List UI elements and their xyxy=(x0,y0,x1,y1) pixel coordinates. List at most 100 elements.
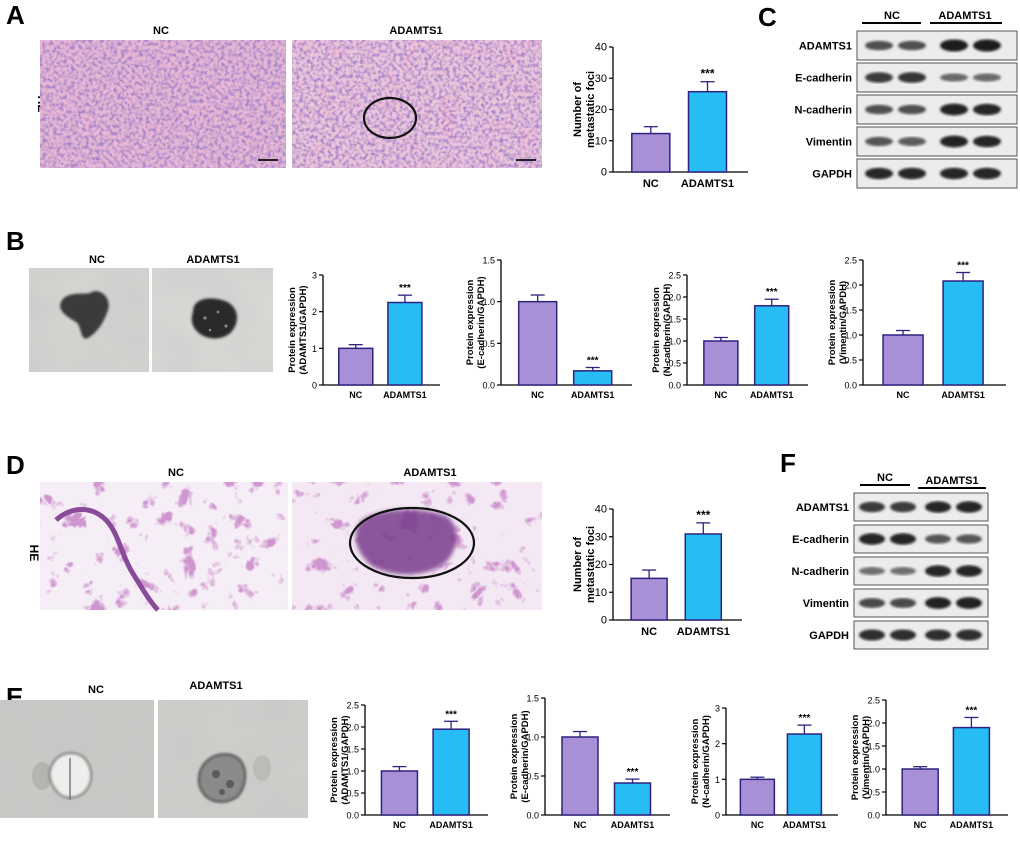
panel-a-image-label-adamts1: ADAMTS1 xyxy=(389,25,442,37)
x-tick-label: ADAMTS1 xyxy=(611,820,655,830)
y-tick-label: 10 xyxy=(595,135,607,147)
panel-d-image-nc xyxy=(40,482,288,612)
bar-adamts1 xyxy=(942,280,984,386)
chart-e-ecad: 0.0 0.5 1.0 1.5 Protein expression(E-cadheri… xyxy=(509,694,670,830)
bar-adamts1 xyxy=(952,726,991,816)
bar-nc xyxy=(561,736,599,816)
y-tick-label: 40 xyxy=(595,42,607,54)
y-tick-label: 1.5 xyxy=(668,315,681,325)
y-tick-label: 3 xyxy=(312,271,317,281)
y-tick-label: 2.5 xyxy=(346,701,359,711)
y-axis-label: Protein expression(E-cadherin/GAPDH) xyxy=(465,276,487,368)
blot-band xyxy=(973,39,1001,52)
panel-d-image-adamts1 xyxy=(292,482,542,610)
blot-band xyxy=(925,534,951,544)
y-tick-label: 1.0 xyxy=(482,297,495,307)
panel-c-group-label-adamts1: ADAMTS1 xyxy=(938,10,991,22)
significance-label: *** xyxy=(399,283,411,294)
x-tick-label: ADAMTS1 xyxy=(783,820,827,830)
blot-label: Vimentin xyxy=(806,137,853,149)
panel-e-photo-adamts1 xyxy=(158,700,308,818)
y-tick-label: 0.0 xyxy=(346,811,359,821)
x-tick-label: NC xyxy=(643,178,659,190)
panel-letter-a: A xyxy=(6,0,25,30)
chart-a-foci: 0 10 20 30 40 Number ofmetastatic foci NC ADAMT… xyxy=(572,42,748,190)
y-tick-label: 40 xyxy=(595,504,607,516)
y-tick-label: 0.0 xyxy=(867,811,880,821)
y-tick-label: 0.5 xyxy=(844,356,857,366)
y-tick-label: 2 xyxy=(312,307,317,317)
y-tick-label: 2.0 xyxy=(844,281,857,291)
x-tick-label: ADAMTS1 xyxy=(677,626,730,638)
blot-label: Vimentin xyxy=(803,598,850,610)
bar-nc xyxy=(739,778,776,816)
panel-a-image-nc xyxy=(40,40,286,168)
panel-e-photos: NC ADAMTS1 xyxy=(0,680,308,818)
y-axis-label: Protein expression(E-cadherin/GAPDH) xyxy=(509,710,531,802)
panel-a-histology: NC ADAMTS1 HE xyxy=(35,25,542,168)
blot-band xyxy=(865,104,893,115)
panel-e-photo-label-nc: NC xyxy=(88,684,104,696)
x-tick-label: NC xyxy=(641,626,657,638)
chart-d-foci: 0 10 20 30 40 Number ofmetastatic foci NC ADAMT… xyxy=(572,504,742,638)
blot-row-vimentin: Vimentin xyxy=(803,588,989,618)
bar-adamts1 xyxy=(572,370,613,386)
panel-c-western-blot: NC ADAMTS1 ADAMTS1 E-cadherin N-cadherin Vi… xyxy=(795,10,1018,189)
significance-label: *** xyxy=(445,709,457,720)
x-tick-label: NC xyxy=(574,820,587,830)
y-tick-label: 3 xyxy=(715,704,720,714)
y-tick-label: 1.5 xyxy=(346,745,359,755)
blot-band xyxy=(859,533,885,545)
blot-row-e-cadherin: E-cadherin xyxy=(795,62,1018,93)
blot-band xyxy=(956,501,982,513)
bar-adamts1 xyxy=(432,728,470,816)
blot-label: ADAMTS1 xyxy=(799,41,852,53)
y-tick-label: 1.5 xyxy=(482,256,495,266)
significance-label: *** xyxy=(799,713,811,724)
panel-b-photos: NC ADAMTS1 xyxy=(29,254,273,372)
y-tick-label: 1.5 xyxy=(867,742,880,752)
blot-band xyxy=(925,501,951,513)
y-tick-label: 1.0 xyxy=(844,331,857,341)
blot-label: GAPDH xyxy=(809,630,849,642)
y-axis-label: Protein expression(N-cadherin/GAPDH) xyxy=(690,715,712,808)
y-tick-label: 20 xyxy=(595,104,607,116)
y-tick-label: 30 xyxy=(595,531,607,543)
chart-b-ecad: 0.0 0.5 1.0 1.5 Protein expression(E-cadheri… xyxy=(465,256,632,400)
blot-band xyxy=(940,103,968,116)
panel-e-photo-label-adamts1: ADAMTS1 xyxy=(189,680,242,692)
blot-row-gapdh: GAPDH xyxy=(812,158,1018,189)
y-tick-label: 1.0 xyxy=(867,765,880,775)
blot-row-e-cadherin: E-cadherin xyxy=(792,524,989,554)
x-tick-label: ADAMTS1 xyxy=(429,820,473,830)
panel-c-group-label-nc: NC xyxy=(884,10,900,22)
blot-band xyxy=(973,103,1001,116)
bar-adamts1 xyxy=(786,733,823,816)
blot-row-gapdh: GAPDH xyxy=(809,620,989,650)
y-tick-label: 2.5 xyxy=(867,696,880,706)
x-tick-label: ADAMTS1 xyxy=(681,178,734,190)
blot-band xyxy=(956,565,982,577)
panel-a-image-label-nc: NC xyxy=(153,25,169,37)
blot-band xyxy=(973,167,1001,180)
x-tick-label: NC xyxy=(897,390,910,400)
panel-f-group-label-nc: NC xyxy=(877,472,893,484)
blot-band xyxy=(890,533,916,545)
y-tick-label: 1.5 xyxy=(526,694,539,704)
significance-label: *** xyxy=(966,705,978,716)
y-tick-label: 0.5 xyxy=(346,789,359,799)
y-tick-label: 0 xyxy=(601,167,607,179)
y-tick-label: 0 xyxy=(715,811,720,821)
blot-row-n-cadherin: N-cadherin xyxy=(795,94,1018,125)
y-axis-label: Protein expression(Vimentin/GAPDH) xyxy=(827,280,849,366)
panel-d-histology: NC ADAMTS1 HE xyxy=(27,467,542,612)
bar-nc xyxy=(901,768,939,816)
blot-band xyxy=(973,73,1001,82)
blot-band xyxy=(940,135,968,148)
blot-label: E-cadherin xyxy=(795,73,852,85)
blot-band xyxy=(898,72,926,83)
y-tick-label: 0.0 xyxy=(844,381,857,391)
bar-nc xyxy=(631,132,671,173)
